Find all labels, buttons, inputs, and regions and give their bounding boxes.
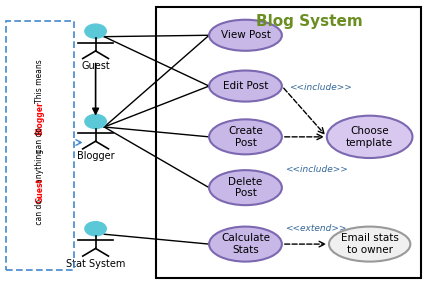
Text: Blog System: Blog System xyxy=(256,14,362,29)
Text: Choose
template: Choose template xyxy=(345,126,392,148)
Text: View Post: View Post xyxy=(220,30,270,40)
Text: This means: This means xyxy=(35,57,44,103)
Ellipse shape xyxy=(209,170,281,205)
Ellipse shape xyxy=(328,227,409,262)
Text: <<extend>>: <<extend>> xyxy=(285,224,346,233)
Text: Email stats
to owner: Email stats to owner xyxy=(340,233,398,255)
Ellipse shape xyxy=(209,119,281,154)
Text: Create
Post: Create Post xyxy=(227,126,262,148)
Text: Guest: Guest xyxy=(35,178,44,203)
Text: can do: can do xyxy=(35,127,44,155)
Text: <<include>>: <<include>> xyxy=(289,83,351,92)
Text: Edit Post: Edit Post xyxy=(222,81,267,91)
Text: can do: can do xyxy=(35,199,44,227)
Ellipse shape xyxy=(209,70,281,101)
FancyBboxPatch shape xyxy=(155,7,420,278)
Text: <<include>>: <<include>> xyxy=(284,165,347,174)
Ellipse shape xyxy=(326,116,412,158)
Ellipse shape xyxy=(209,227,281,262)
Text: Calculate
Stats: Calculate Stats xyxy=(221,233,269,255)
Circle shape xyxy=(85,222,106,236)
Text: Delete
Post: Delete Post xyxy=(228,177,262,198)
Ellipse shape xyxy=(209,20,281,51)
Text: Stat System: Stat System xyxy=(66,258,125,269)
Text: Guest: Guest xyxy=(81,61,110,71)
Circle shape xyxy=(85,114,106,129)
Text: anything: anything xyxy=(35,147,44,183)
Circle shape xyxy=(85,24,106,38)
Text: Blogger: Blogger xyxy=(77,151,114,161)
Text: Blogger: Blogger xyxy=(35,102,44,135)
